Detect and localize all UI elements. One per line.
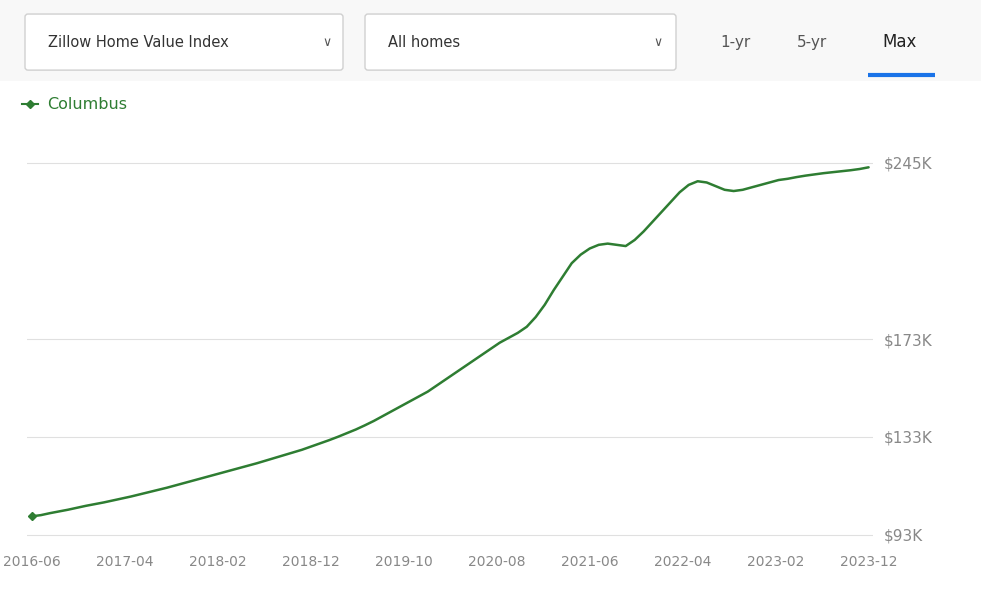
Text: Zillow Home Value Index: Zillow Home Value Index — [48, 35, 229, 49]
Text: Columbus: Columbus — [47, 97, 127, 112]
FancyBboxPatch shape — [25, 14, 343, 70]
FancyBboxPatch shape — [0, 0, 981, 81]
FancyBboxPatch shape — [365, 14, 676, 70]
Text: ∨: ∨ — [653, 35, 662, 49]
Text: 5-yr: 5-yr — [797, 35, 827, 49]
Text: ∨: ∨ — [323, 35, 332, 49]
Text: Max: Max — [883, 33, 917, 51]
Text: 1-yr: 1-yr — [720, 35, 750, 49]
Text: All homes: All homes — [388, 35, 460, 49]
